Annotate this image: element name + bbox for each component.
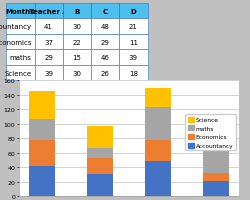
Bar (203, 132, 229, 145)
Bar (87, 126, 113, 148)
Bar (87, 159, 113, 174)
Bar (145, 89, 171, 108)
Bar (203, 181, 229, 196)
Bar (145, 162, 171, 196)
Bar (87, 148, 113, 159)
Bar (145, 108, 171, 141)
Bar (203, 173, 229, 181)
Legend: Science, maths, Economics, Accountancy: Science, maths, Economics, Accountancy (186, 115, 236, 151)
Bar (29, 167, 55, 196)
Bar (87, 174, 113, 196)
Bar (29, 119, 55, 140)
Bar (29, 91, 55, 119)
Bar (29, 140, 55, 167)
Bar (145, 141, 171, 162)
Bar (203, 145, 229, 173)
